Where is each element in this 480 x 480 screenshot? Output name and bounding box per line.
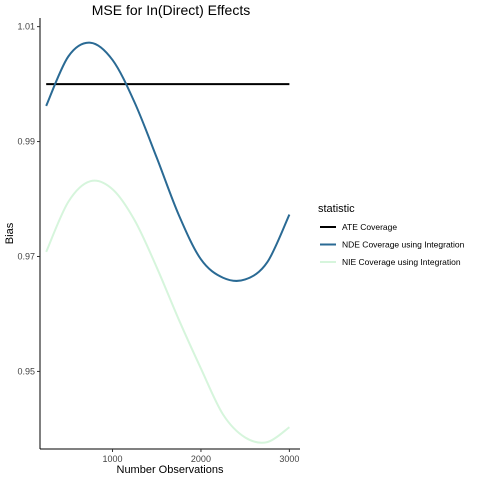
x-tick-label: 1000: [103, 454, 123, 464]
chart-title: MSE for In(Direct) Effects: [92, 2, 250, 18]
y-tick-label: 1.01: [17, 22, 35, 32]
legend-title: statistic: [318, 203, 355, 215]
legend-label-ate: ATE Coverage: [342, 222, 397, 232]
y-tick-label: 0.97: [17, 251, 35, 261]
y-tick-label: 0.95: [17, 366, 35, 376]
y-tick-label: 0.99: [17, 137, 35, 147]
x-tick-label: 2000: [191, 454, 211, 464]
legend-label-nie: NIE Coverage using Integration: [342, 257, 461, 267]
x-axis-label: Number Observations: [117, 464, 224, 476]
legend-label-nde: NDE Coverage using Integration: [342, 240, 465, 250]
series-line-nie-coverage: [46, 181, 289, 443]
x-tick-label: 3000: [279, 454, 299, 464]
y-axis-label: Bias: [4, 222, 16, 244]
series-line-nde-coverage: [46, 43, 289, 281]
